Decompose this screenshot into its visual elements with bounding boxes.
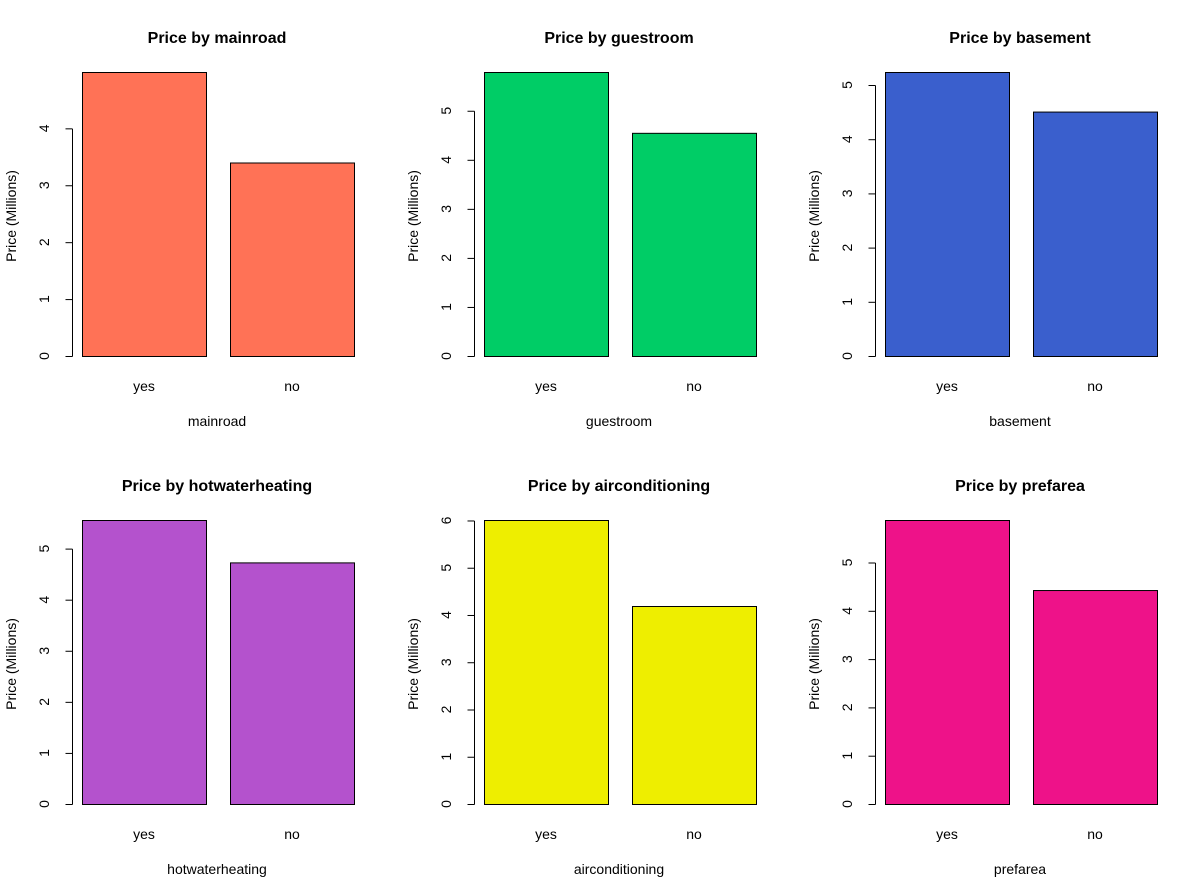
chart-title: Price by basement: [949, 30, 1091, 47]
y-tick-label: 2: [438, 254, 454, 262]
y-tick-label: 0: [839, 800, 855, 808]
chart-title: Price by guestroom: [544, 30, 693, 47]
y-tick-label: 1: [36, 295, 52, 303]
y-axis-label: Price (Millions): [3, 618, 19, 710]
chart-panel-prefarea: Price by prefarea yes no 0 1 2 3 4 5 Price (Milli…: [806, 478, 1158, 877]
chart-panel-airconditioning: Price by airconditioning yes no 0 1 2 3 4 5 6 Pric…: [405, 478, 757, 877]
y-tick-label: 2: [839, 703, 855, 711]
y-tick-label: 4: [36, 596, 52, 604]
y-tick-label: 2: [438, 705, 454, 713]
y-tick-label: 4: [438, 611, 454, 619]
y-tick-label: 1: [438, 753, 454, 761]
category-label: no: [1087, 826, 1103, 842]
y-tick-label: 4: [839, 135, 855, 143]
chart-title: Price by hotwaterheating: [122, 478, 312, 495]
y-axis-label: Price (Millions): [806, 618, 822, 710]
y-tick-label: 5: [36, 545, 52, 553]
y-tick-label: 1: [36, 749, 52, 757]
y-tick-label: 3: [839, 189, 855, 197]
category-label: yes: [936, 378, 958, 394]
y-tick-label: 3: [839, 655, 855, 663]
x-axis-label: guestroom: [586, 413, 652, 429]
y-tick-label: 2: [839, 244, 855, 252]
chart-title: Price by prefarea: [955, 478, 1085, 495]
category-label: yes: [133, 378, 155, 394]
bar-yes: [885, 520, 1010, 805]
category-label: yes: [535, 378, 557, 394]
category-label: no: [1087, 378, 1103, 394]
bar-yes: [885, 72, 1010, 357]
bar-no: [230, 162, 355, 357]
category-label: yes: [535, 826, 557, 842]
x-axis-label: airconditioning: [574, 861, 664, 877]
y-tick-label: 1: [839, 752, 855, 760]
x-axis-label: prefarea: [994, 861, 1046, 877]
y-tick-label: 3: [36, 647, 52, 655]
category-label: no: [686, 826, 702, 842]
y-tick-label: 1: [839, 298, 855, 306]
y-axis-label: Price (Millions): [405, 170, 421, 262]
y-axis-label: Price (Millions): [806, 170, 822, 262]
y-tick-label: 5: [438, 564, 454, 572]
bar-no: [1033, 590, 1158, 805]
chart-panel-guestroom: Price by guestroom yes no 0 1 2 3 4 5 Price (Mill…: [405, 30, 757, 429]
chart-panel-mainroad: Price by mainroad yes no 0 1 2 3 4 Price (Millio…: [3, 30, 355, 429]
chart-panel-basement: Price by basement yes no 0 1 2 3 4 5 Price (Milli…: [806, 30, 1158, 429]
bar-yes: [82, 72, 207, 357]
category-label: no: [284, 378, 300, 394]
category-label: no: [686, 378, 702, 394]
y-tick-label: 0: [839, 352, 855, 360]
chart-panel-hotwaterheating: Price by hotwaterheating yes no 0 1 2 3 4 5 Price…: [3, 478, 355, 877]
bar-yes: [82, 520, 207, 805]
y-tick-label: 6: [438, 516, 454, 524]
bar-no: [1033, 111, 1158, 358]
x-axis-label: mainroad: [188, 413, 246, 429]
y-tick-label: 0: [36, 800, 52, 808]
y-tick-label: 3: [438, 205, 454, 213]
bar-no: [632, 132, 757, 357]
y-tick-label: 4: [839, 607, 855, 615]
chart-title: Price by airconditioning: [528, 478, 710, 495]
y-tick-label: 4: [36, 124, 52, 132]
y-tick-label: 0: [438, 352, 454, 360]
bar-no: [230, 562, 355, 805]
y-axis-label: Price (Millions): [405, 618, 421, 710]
y-tick-label: 5: [839, 558, 855, 566]
chart-title: Price by mainroad: [148, 30, 287, 47]
y-tick-label: 1: [438, 303, 454, 311]
y-tick-label: 0: [438, 800, 454, 808]
category-label: yes: [936, 826, 958, 842]
y-tick-label: 5: [438, 107, 454, 115]
category-label: no: [284, 826, 300, 842]
y-tick-label: 2: [36, 238, 52, 246]
bar-no: [632, 606, 757, 805]
bar-yes: [484, 520, 609, 805]
y-tick-label: 0: [36, 352, 52, 360]
y-axis-label: Price (Millions): [3, 170, 19, 262]
x-axis-label: basement: [989, 413, 1051, 429]
x-axis-label: hotwaterheating: [167, 861, 267, 877]
y-tick-label: 4: [438, 156, 454, 164]
y-tick-label: 5: [839, 81, 855, 89]
y-tick-label: 3: [438, 658, 454, 666]
bar-yes: [484, 72, 609, 357]
y-tick-label: 3: [36, 181, 52, 189]
y-tick-label: 2: [36, 698, 52, 706]
category-label: yes: [133, 826, 155, 842]
